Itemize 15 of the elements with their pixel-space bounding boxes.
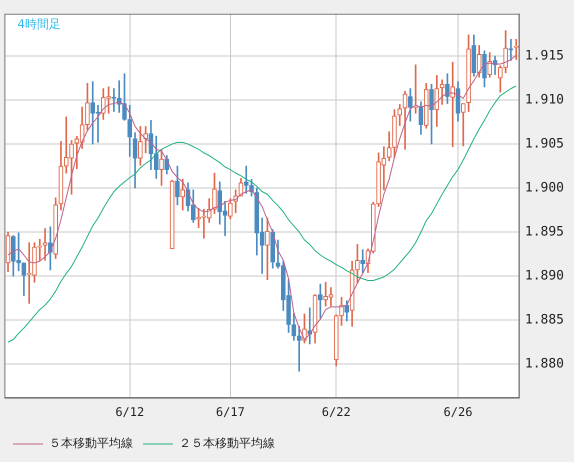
- y-tick-label: 1.900: [524, 180, 564, 196]
- x-tick-label: 6/22: [322, 404, 351, 419]
- legend-label: ５本移動平均線: [49, 436, 133, 450]
- y-tick-label: 1.905: [524, 136, 564, 152]
- y-tick-label: 1.885: [524, 312, 564, 328]
- x-tick-label: 6/12: [115, 404, 144, 419]
- y-tick-label: 1.895: [524, 224, 564, 240]
- x-tick-label: 6/26: [444, 404, 472, 419]
- y-tick-label: 1.915: [524, 48, 564, 64]
- y-tick-label: 1.890: [524, 268, 564, 284]
- chart-title: 4時間足: [17, 16, 62, 31]
- x-tick-label: 6/17: [216, 404, 245, 419]
- y-tick-label: 1.910: [524, 92, 564, 108]
- y-tick-label: 1.880: [524, 356, 564, 372]
- legend-label: ２５本移動平均線: [179, 436, 275, 450]
